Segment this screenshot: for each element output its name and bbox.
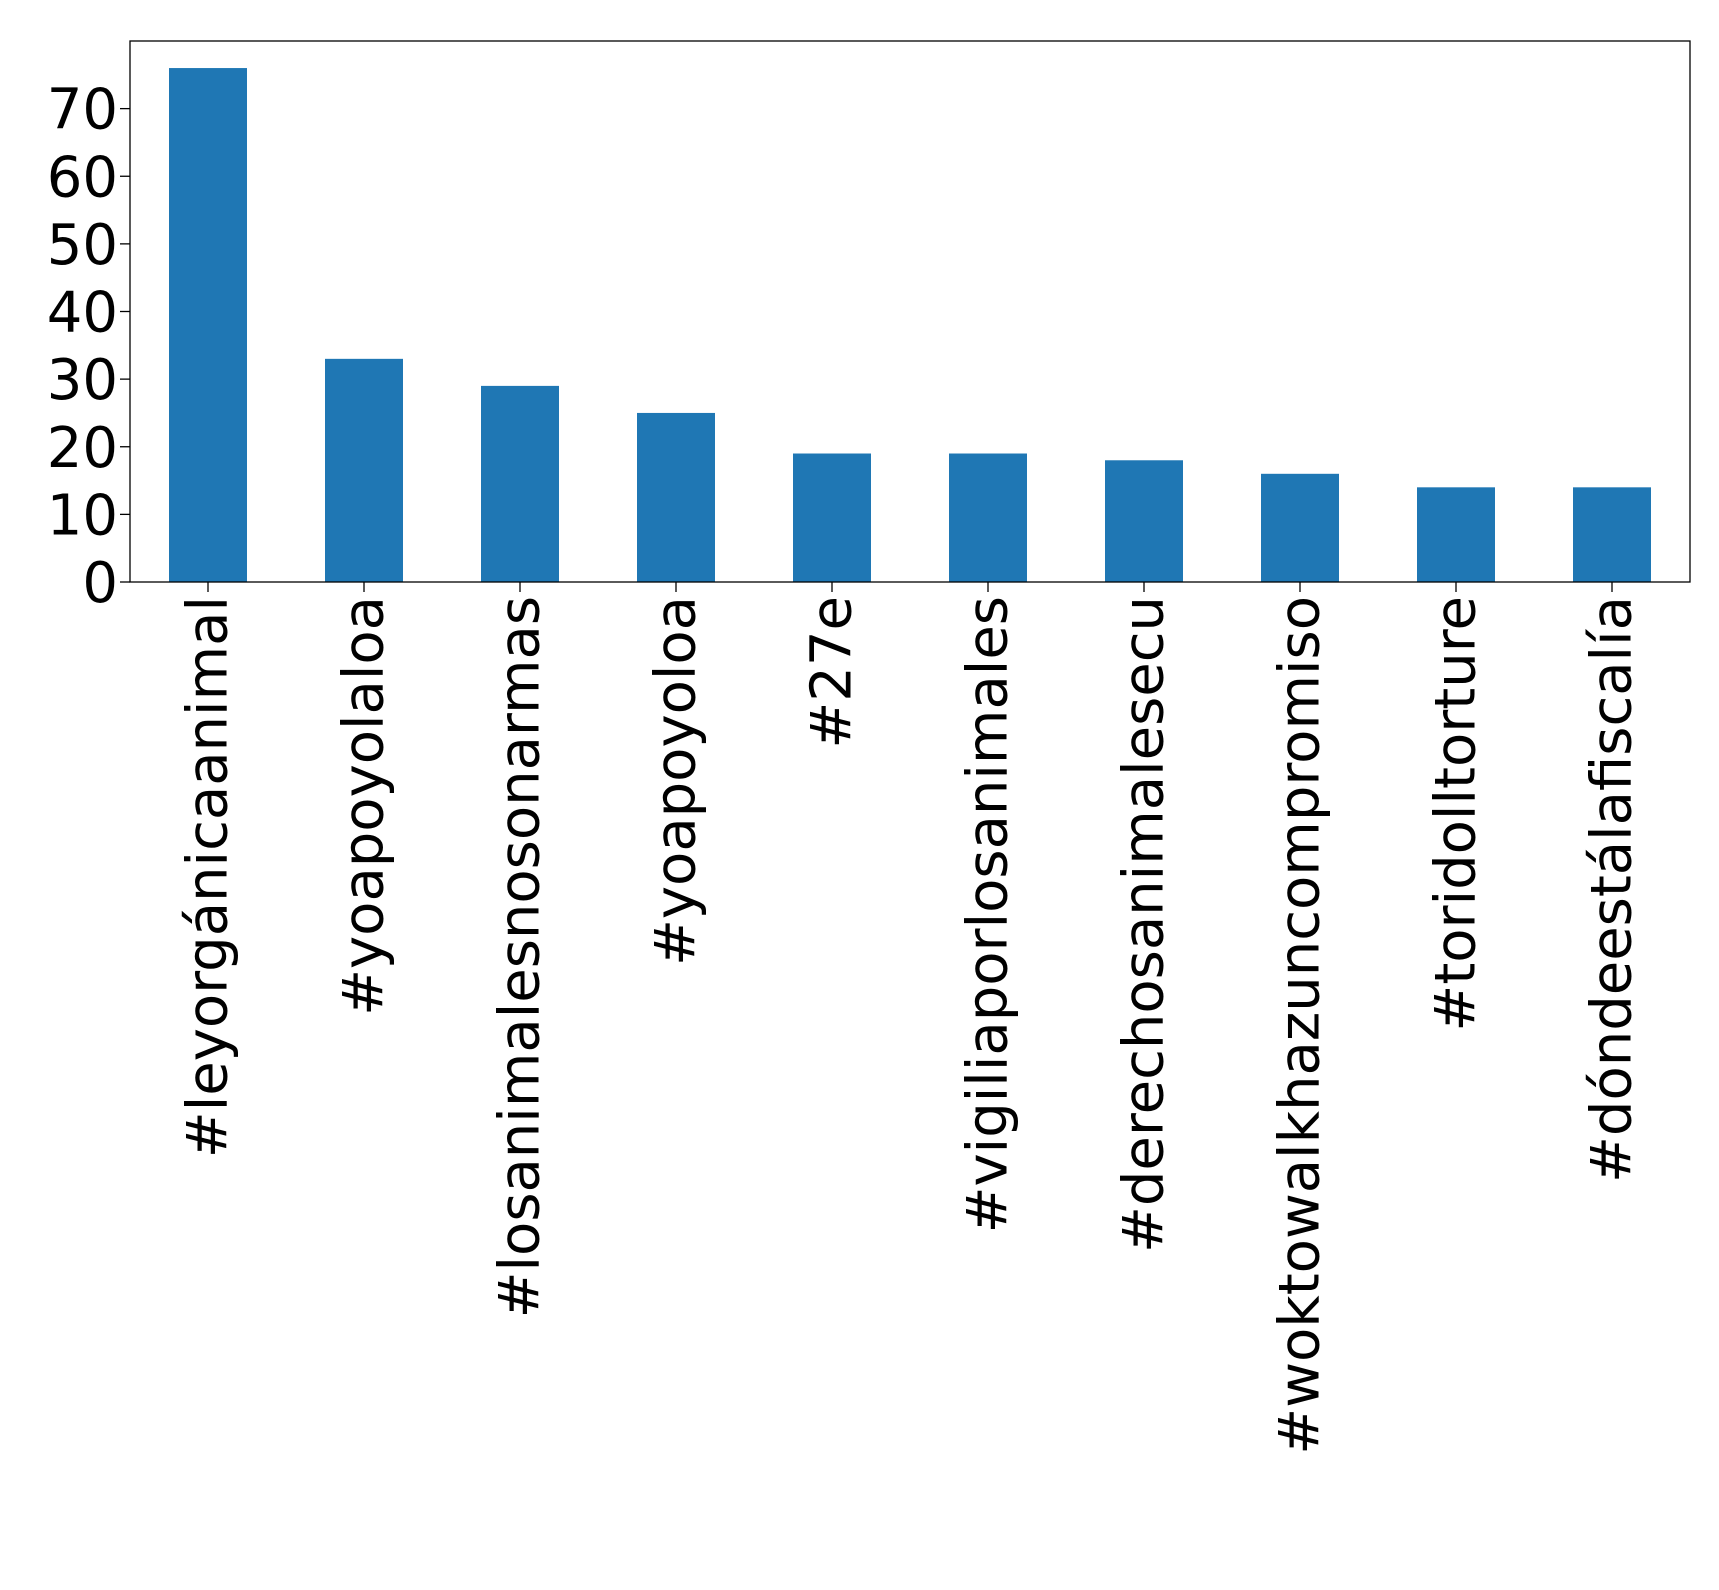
y-tick-label: 40 [47, 281, 118, 346]
x-tick-label: #yoapoyoloa [644, 596, 709, 966]
bar [481, 385, 559, 582]
bar [169, 68, 247, 583]
x-tick-label: #vigiliaporlosanimales [956, 596, 1021, 1233]
x-tick-label: #27e [800, 596, 865, 749]
y-tick-label: 20 [47, 416, 118, 481]
y-tick-label: 10 [47, 483, 118, 548]
x-axis: #leyorgánicaanimal #yoapoyolaloa #losanima… [176, 582, 1645, 1455]
bars-layer [169, 68, 1651, 583]
bar [949, 453, 1027, 582]
y-tick-label: 70 [47, 78, 118, 143]
bar [325, 358, 403, 582]
x-tick-label: #toridolltorture [1424, 596, 1489, 1032]
bar [1573, 487, 1651, 582]
y-tick-label: 30 [47, 348, 118, 413]
bar [1105, 460, 1183, 582]
plot-frame [129, 40, 1691, 583]
bar [637, 412, 715, 582]
x-tick-label: #woktowalkhazuncompromiso [1268, 596, 1333, 1455]
y-tick-label: 0 [82, 551, 118, 616]
x-tick-label: #losanimalesnosonarmas [488, 596, 553, 1318]
bar [793, 453, 871, 582]
x-tick-label: #dóndeestálafiscalía [1580, 596, 1645, 1183]
x-tick-label: #derechosanimalesecu [1112, 596, 1177, 1253]
y-tick-label: 60 [47, 145, 118, 210]
x-tick-label: #yoapoyolaloa [332, 596, 397, 1016]
y-tick-label: 50 [47, 213, 118, 278]
bar [1417, 487, 1495, 582]
x-tick-label: #leyorgánicaanimal [176, 596, 241, 1158]
bar [1261, 473, 1339, 582]
